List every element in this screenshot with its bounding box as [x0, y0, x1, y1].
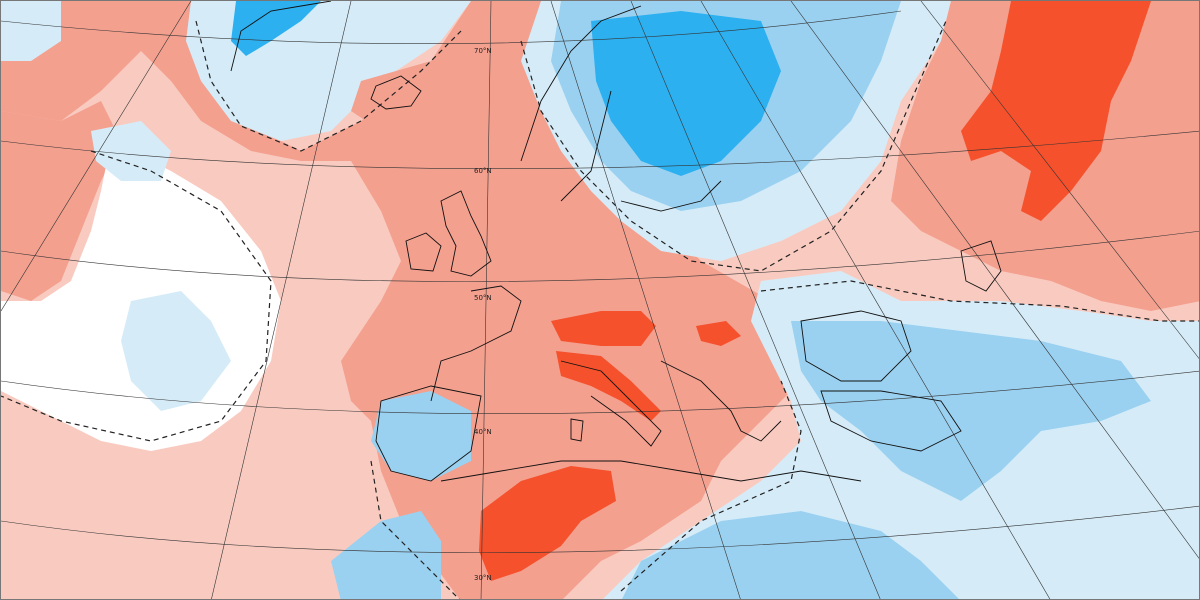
cool-zone-libya-egypt — [622, 511, 959, 599]
contour-greenland-sea — [195, 20, 462, 152]
coast-britain — [440, 190, 492, 277]
cool-zone-greenland-deep — [231, 1, 321, 56]
lat-label-40n: 40°N — [474, 428, 492, 436]
coast-europe-west — [430, 285, 522, 402]
meridian-e20 — [630, 1, 881, 599]
contour-north-africa — [370, 460, 460, 599]
cool-zone-north-atlantic-corner — [1, 1, 61, 61]
cool-zone-atlantic-north — [91, 121, 171, 181]
coast-italy — [560, 360, 662, 447]
cool-zone-northwest-africa — [331, 511, 441, 599]
cool-zone-scandinavia-core — [591, 11, 781, 176]
coast-turkey — [820, 390, 962, 452]
contour-libya — [620, 380, 802, 592]
coast-ireland — [405, 232, 442, 272]
meridian-e30 — [700, 1, 1051, 599]
meridian-w30 — [1, 1, 192, 312]
lat-label-70n: 70°N — [474, 47, 492, 55]
parallel-50n — [1, 230, 1199, 282]
coast-north-africa — [440, 460, 862, 482]
meridian-e10 — [550, 1, 741, 599]
warm-zone-alps — [551, 311, 656, 346]
parallel-30n — [1, 505, 1199, 553]
lat-label-50n: 50°N — [474, 294, 492, 302]
warm-zone-hungary — [696, 321, 741, 346]
meridian-e50 — [920, 1, 1199, 359]
coast-sweden — [560, 90, 612, 202]
zero-anomaly-contours — [1, 20, 1199, 599]
meridian-e40 — [790, 1, 1199, 559]
coast-black-sea — [800, 310, 912, 382]
cool-zone-black-sea — [791, 321, 1151, 501]
coast-sardinia — [570, 418, 584, 442]
warm-zone-west-atlantic — [1, 1, 821, 599]
parallel-60n — [1, 130, 1199, 169]
contour-east-med — [760, 280, 1199, 322]
lat-label-60n: 60°N — [474, 167, 492, 175]
parallel-40n — [1, 370, 1199, 414]
cool-zone-azores — [121, 291, 231, 411]
coast-balkans — [660, 360, 782, 442]
coast-greenland — [230, 1, 332, 72]
parallel-70n — [1, 10, 902, 45]
lat-label-30n: 30°N — [474, 574, 492, 582]
coast-norway — [520, 5, 642, 162]
warm-zone-italy — [556, 351, 661, 421]
meridian-w10 — [480, 1, 492, 599]
contour-atlantic — [1, 150, 272, 442]
coast-baltic — [620, 180, 722, 212]
coast-iceland — [370, 75, 422, 110]
warm-zone-russia-core — [961, 1, 1151, 221]
coast-caspian — [960, 240, 1002, 292]
coastlines — [230, 1, 1002, 482]
coast-iberia — [375, 385, 482, 482]
contour-scandinavia — [520, 20, 947, 272]
meridian-w20 — [211, 1, 352, 599]
warm-zone-iceland — [351, 61, 471, 141]
